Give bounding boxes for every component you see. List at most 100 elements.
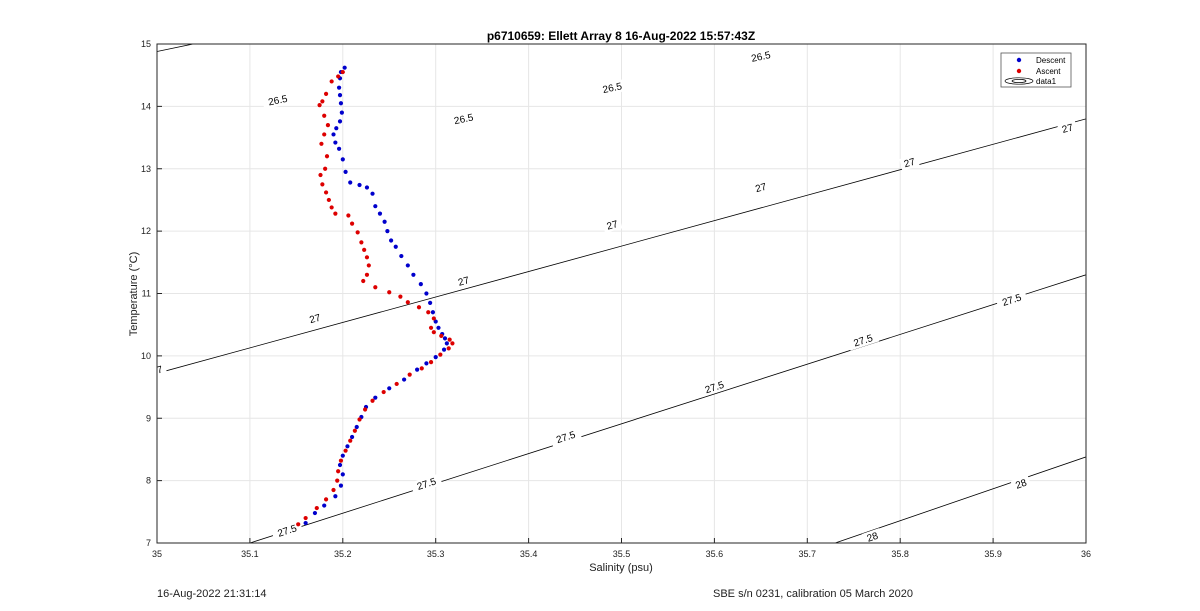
ascent-point [323,190,329,195]
descent-point [336,146,342,151]
density-contour-line [157,118,1086,374]
descent-point [333,494,338,499]
ascent-point [364,272,370,277]
ascent-point [431,330,436,335]
descent-point [337,462,343,468]
contour-label-bg [447,109,480,128]
descent-point [348,180,353,185]
contour-label-group: 26.5 [261,91,294,110]
contour-label: 27.5 [276,523,298,540]
ascent-point [387,290,392,295]
ascent-point [450,341,455,346]
descent-point [338,483,344,488]
legend-ascent-label: Ascent [1036,67,1061,76]
ascent-point [324,154,330,159]
ascent-point [318,172,323,178]
descent-point [373,395,378,400]
y-tick-label: 14 [141,101,151,111]
y-tick-label: 11 [142,289,151,299]
descent-point [441,347,447,352]
y-tick-label: 13 [141,164,151,174]
descent-point [402,377,407,382]
descent-point [433,355,438,360]
descent-point [333,140,338,145]
ascent-point [438,352,443,357]
descent-point [342,65,347,70]
legend-contour-label: data1 [1036,77,1057,86]
descent-point [340,157,345,162]
y-tick-label: 7 [146,538,151,548]
ascent-point [336,469,341,474]
ascent-point [320,99,325,104]
ascent-point [323,166,328,171]
y-tick-label: 10 [141,351,151,361]
x-tick-label: 35 [152,549,162,559]
y-tick-label: 9 [146,413,151,423]
ascent-point [336,74,341,79]
ascent-point [303,515,308,521]
legend: Descent Ascent data1 [1000,52,1072,88]
density-contour-line [835,456,1086,543]
y-tick-label: 12 [141,226,151,236]
ascent-point [407,372,412,377]
ascent-point [326,197,331,203]
descent-point [418,282,423,287]
descent-point [354,424,359,430]
descent-point [377,211,383,216]
ascent-point [320,182,325,187]
descent-point [337,119,343,124]
ascent-point [394,381,399,387]
descent-point [357,182,362,188]
descent-point [336,85,342,90]
ascent-point [346,213,351,218]
descent-point [433,319,438,324]
contour-label-group: 27 [601,216,623,234]
contour-label-bg [744,47,777,66]
contour-label-group: 27.5 [549,426,582,448]
chart-title: p6710659: Ellett Array 8 16-Aug-2022 15:… [487,29,755,43]
ascent-point [362,247,367,252]
x-tick-label: 35.7 [799,549,817,559]
contour-label: 26.5 [750,50,772,65]
contour-label-group: 26.5 [744,47,777,66]
ascent-point [343,448,348,453]
contour-label-bg [846,329,880,351]
contour-label-group: 27 [1057,120,1078,137]
ascent-point [329,79,334,84]
contour-label: 26.5 [453,112,475,127]
ascent-point [323,497,329,502]
descent-point [428,300,433,305]
descent-point [334,126,339,131]
ascent-point [398,294,403,299]
contour-label-bg [304,310,326,327]
footer-calibration: SBE s/n 0231, calibration 05 March 2020 [713,588,913,600]
ascent-point [357,417,362,422]
contour-label-bg [270,520,304,541]
contour-label: 27.5 [1001,292,1023,309]
density-contours: 26.5 26.5 26.5 26.5 27 27 27 27 27 27 27 27.5 27.5 27… [150,44,1086,543]
legend-contour-icon [1004,77,1034,85]
contour-label-group: 27.5 [410,473,443,495]
ascent-point [446,346,451,351]
contour-label-bg [453,272,474,290]
descent-point [331,132,336,137]
legend-ascent-marker [1016,68,1022,74]
descent-point [373,204,378,209]
descent-point [303,520,308,526]
contour-label-bg [601,216,623,234]
contour-label: 27 [150,364,164,378]
descent-point [349,434,355,440]
contour-label-group: 27 [453,272,474,290]
x-tick-label: 36 [1081,549,1091,559]
contour-label-group: 27.5 [846,329,880,351]
descent-point [339,110,344,115]
contour-label-group: 27 [899,154,920,171]
contour-label-bg [549,426,582,448]
contour-label: 27 [606,219,620,233]
descent-point [337,93,343,98]
ascent-point [405,300,410,305]
ascent-point [419,366,424,371]
descent-point [340,453,345,458]
legend-contour-icon-inner [1011,79,1027,83]
